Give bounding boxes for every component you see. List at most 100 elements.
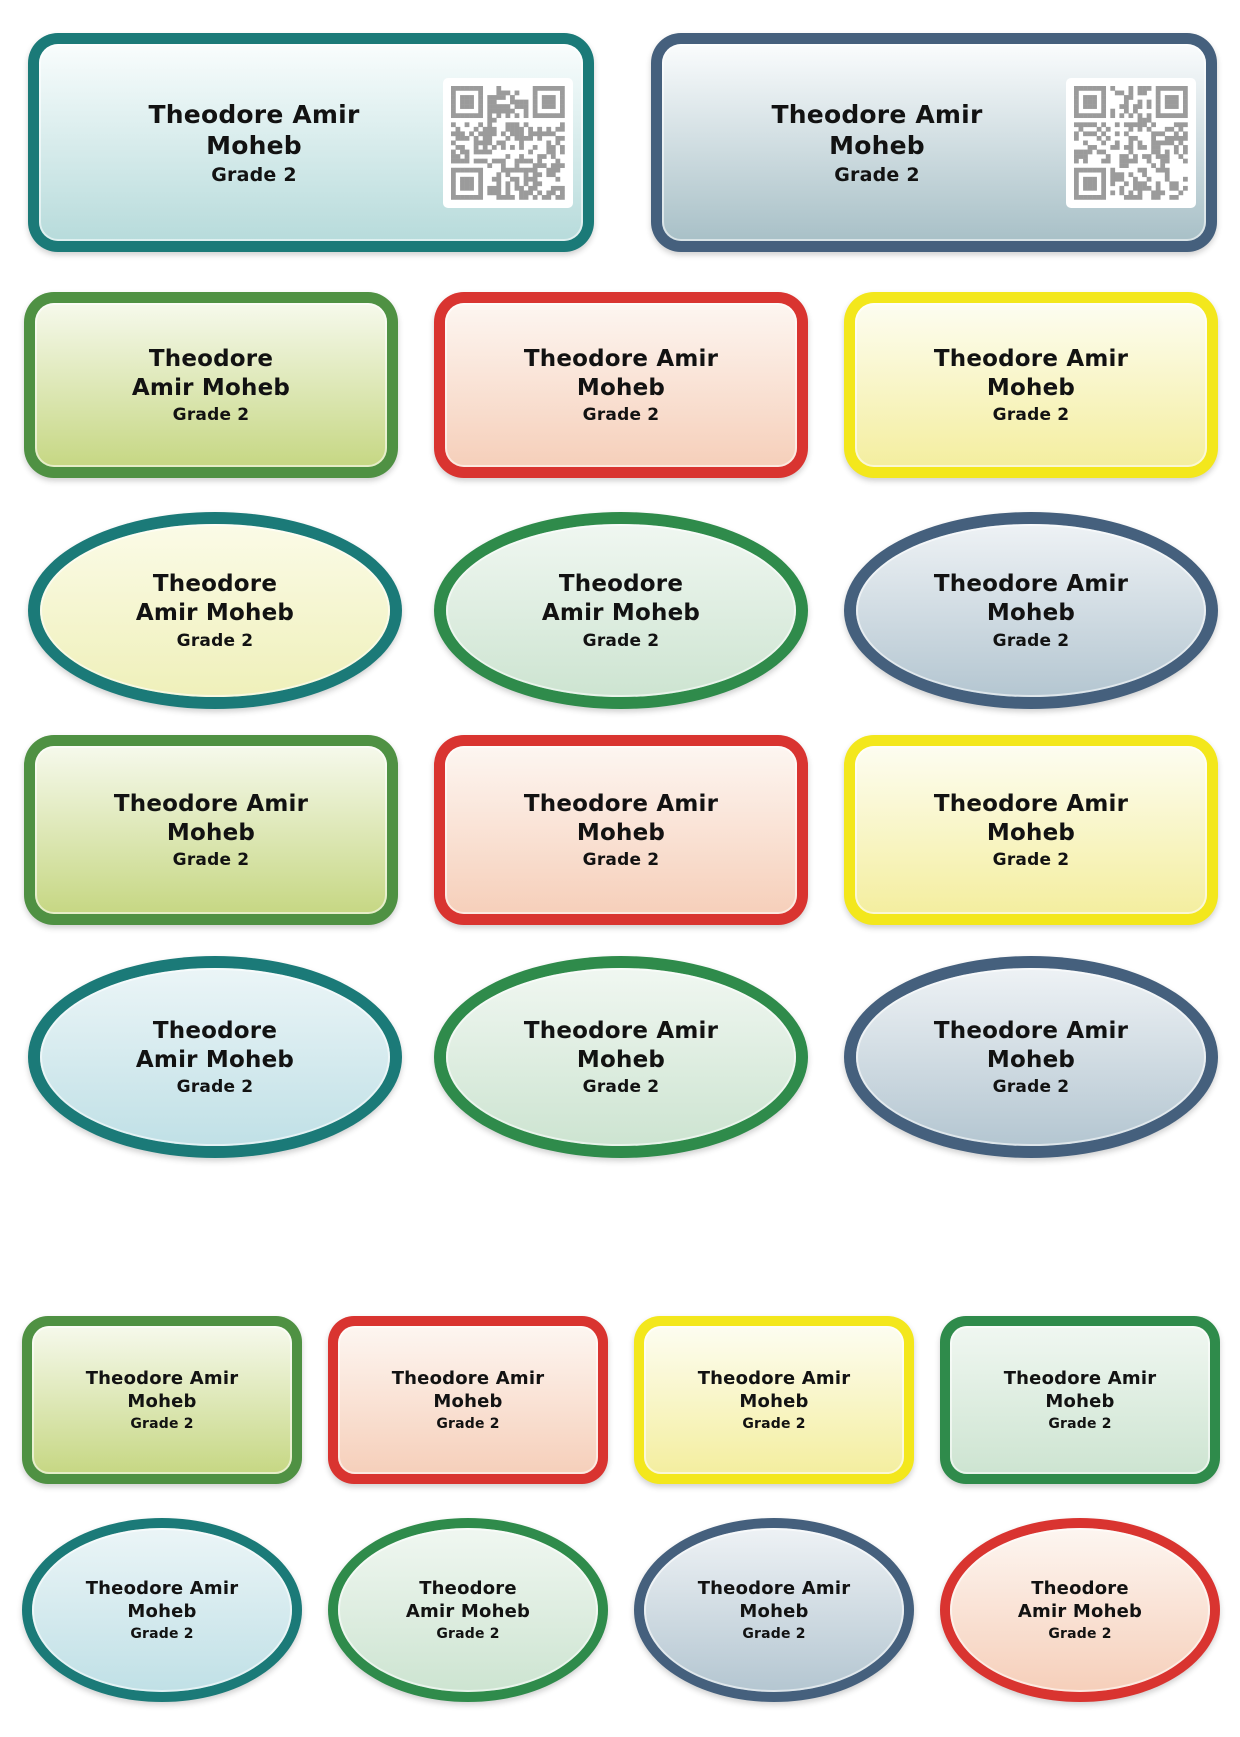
name-label-r3c2: Theodore Amir Moheb Grade 2 bbox=[434, 512, 808, 709]
label-text: Theodore Amir Moheb Grade 2 bbox=[40, 1017, 390, 1097]
label-background: Theodore Amir Moheb Grade 2 bbox=[39, 44, 583, 241]
label-background: Theodore Amir Moheb Grade 2 bbox=[856, 968, 1206, 1146]
label-background: Theodore Amir Moheb Grade 2 bbox=[338, 1528, 598, 1692]
name-label-r6c1: Theodore Amir Moheb Grade 2 bbox=[22, 1316, 302, 1484]
student-name: Theodore Amir Moheb bbox=[523, 345, 719, 401]
student-name: Theodore Amir Moheb bbox=[148, 100, 360, 160]
name-label-r5c3: Theodore Amir Moheb Grade 2 bbox=[844, 956, 1218, 1158]
label-background: Theodore Amir Moheb Grade 2 bbox=[32, 1326, 292, 1474]
name-label-r7c1: Theodore Amir Moheb Grade 2 bbox=[22, 1518, 302, 1702]
name-label-r4c2: Theodore Amir Moheb Grade 2 bbox=[434, 735, 808, 925]
label-text: Theodore Amir Moheb Grade 2 bbox=[39, 99, 443, 186]
label-background: Theodore Amir Moheb Grade 2 bbox=[32, 1528, 292, 1692]
label-background: Theodore Amir Moheb Grade 2 bbox=[950, 1528, 1210, 1692]
qr-code-icon bbox=[1066, 77, 1196, 208]
label-text: Theodore Amir Moheb Grade 2 bbox=[35, 790, 387, 870]
label-text: Theodore Amir Moheb Grade 2 bbox=[662, 99, 1066, 186]
grade-text: Grade 2 bbox=[582, 405, 660, 426]
name-label-r4c1: Theodore Amir Moheb Grade 2 bbox=[24, 735, 398, 925]
name-label-r2c3: Theodore Amir Moheb Grade 2 bbox=[844, 292, 1218, 478]
label-text: Theodore Amir Moheb Grade 2 bbox=[855, 345, 1207, 425]
label-background: Theodore Amir Moheb Grade 2 bbox=[644, 1528, 904, 1692]
student-name: Theodore Amir Moheb bbox=[933, 1017, 1129, 1073]
label-background: Theodore Amir Moheb Grade 2 bbox=[40, 524, 390, 697]
label-background: Theodore Amir Moheb Grade 2 bbox=[445, 303, 797, 467]
label-background: Theodore Amir Moheb Grade 2 bbox=[445, 746, 797, 914]
student-name: Theodore Amir Moheb bbox=[113, 790, 309, 846]
label-text: Theodore Amir Moheb Grade 2 bbox=[446, 570, 796, 650]
grade-text: Grade 2 bbox=[176, 1077, 254, 1098]
label-background: Theodore Amir Moheb Grade 2 bbox=[40, 968, 390, 1146]
name-label-r5c1: Theodore Amir Moheb Grade 2 bbox=[28, 956, 402, 1158]
name-label-r6c2: Theodore Amir Moheb Grade 2 bbox=[328, 1316, 608, 1484]
student-name: Theodore Amir Moheb bbox=[1017, 1578, 1143, 1622]
label-background: Theodore Amir Moheb Grade 2 bbox=[662, 44, 1206, 241]
name-label-r6c4: Theodore Amir Moheb Grade 2 bbox=[940, 1316, 1220, 1484]
label-text: Theodore Amir Moheb Grade 2 bbox=[950, 1578, 1210, 1642]
name-label-r7c3: Theodore Amir Moheb Grade 2 bbox=[634, 1518, 914, 1702]
label-background: Theodore Amir Moheb Grade 2 bbox=[855, 746, 1207, 914]
student-name: Theodore Amir Moheb bbox=[1003, 1368, 1157, 1412]
grade-text: Grade 2 bbox=[742, 1415, 806, 1432]
student-name: Theodore Amir Moheb bbox=[933, 345, 1129, 401]
grade-text: Grade 2 bbox=[582, 630, 660, 651]
grade-text: Grade 2 bbox=[172, 850, 250, 871]
label-text: Theodore Amir Moheb Grade 2 bbox=[338, 1578, 598, 1642]
name-label-r7c2: Theodore Amir Moheb Grade 2 bbox=[328, 1518, 608, 1702]
student-name: Theodore Amir Moheb bbox=[135, 571, 295, 626]
grade-text: Grade 2 bbox=[436, 1415, 500, 1432]
student-name: Theodore Amir Moheb bbox=[85, 1578, 239, 1622]
student-name: Theodore Amir Moheb bbox=[933, 571, 1129, 626]
name-label-r1c2: Theodore Amir Moheb Grade 2 bbox=[651, 33, 1217, 252]
student-name: Theodore Amir Moheb bbox=[131, 345, 291, 401]
label-text: Theodore Amir Moheb Grade 2 bbox=[856, 1017, 1206, 1097]
label-background: Theodore Amir Moheb Grade 2 bbox=[35, 303, 387, 467]
label-text: Theodore Amir Moheb Grade 2 bbox=[446, 1017, 796, 1097]
grade-text: Grade 2 bbox=[176, 630, 254, 651]
grade-text: Grade 2 bbox=[582, 1077, 660, 1098]
label-text: Theodore Amir Moheb Grade 2 bbox=[644, 1368, 904, 1432]
label-text: Theodore Amir Moheb Grade 2 bbox=[35, 345, 387, 425]
label-background: Theodore Amir Moheb Grade 2 bbox=[856, 524, 1206, 697]
student-name: Theodore Amir Moheb bbox=[523, 1017, 719, 1073]
grade-text: Grade 2 bbox=[1048, 1625, 1112, 1642]
grade-text: Grade 2 bbox=[172, 405, 250, 426]
label-background: Theodore Amir Moheb Grade 2 bbox=[35, 746, 387, 914]
label-text: Theodore Amir Moheb Grade 2 bbox=[950, 1368, 1210, 1432]
student-name: Theodore Amir Moheb bbox=[523, 790, 719, 846]
student-name: Theodore Amir Moheb bbox=[85, 1368, 239, 1412]
student-name: Theodore Amir Moheb bbox=[697, 1578, 851, 1622]
name-label-r7c4: Theodore Amir Moheb Grade 2 bbox=[940, 1518, 1220, 1702]
label-text: Theodore Amir Moheb Grade 2 bbox=[644, 1578, 904, 1642]
label-text: Theodore Amir Moheb Grade 2 bbox=[856, 570, 1206, 650]
label-background: Theodore Amir Moheb Grade 2 bbox=[855, 303, 1207, 467]
label-background: Theodore Amir Moheb Grade 2 bbox=[950, 1326, 1210, 1474]
label-text: Theodore Amir Moheb Grade 2 bbox=[32, 1368, 292, 1432]
grade-text: Grade 2 bbox=[130, 1415, 194, 1432]
label-background: Theodore Amir Moheb Grade 2 bbox=[338, 1326, 598, 1474]
student-name: Theodore Amir Moheb bbox=[697, 1368, 851, 1412]
label-background: Theodore Amir Moheb Grade 2 bbox=[446, 524, 796, 697]
name-label-r5c2: Theodore Amir Moheb Grade 2 bbox=[434, 956, 808, 1158]
grade-text: Grade 2 bbox=[742, 1625, 806, 1642]
label-text: Theodore Amir Moheb Grade 2 bbox=[445, 790, 797, 870]
name-label-r4c3: Theodore Amir Moheb Grade 2 bbox=[844, 735, 1218, 925]
grade-text: Grade 2 bbox=[992, 850, 1070, 871]
grade-text: Grade 2 bbox=[992, 630, 1070, 651]
label-text: Theodore Amir Moheb Grade 2 bbox=[855, 790, 1207, 870]
label-text: Theodore Amir Moheb Grade 2 bbox=[32, 1578, 292, 1642]
label-text: Theodore Amir Moheb Grade 2 bbox=[445, 345, 797, 425]
student-name: Theodore Amir Moheb bbox=[405, 1578, 531, 1622]
name-label-r1c1: Theodore Amir Moheb Grade 2 bbox=[28, 33, 594, 252]
label-text: Theodore Amir Moheb Grade 2 bbox=[338, 1368, 598, 1432]
name-label-r2c2: Theodore Amir Moheb Grade 2 bbox=[434, 292, 808, 478]
grade-text: Grade 2 bbox=[992, 405, 1070, 426]
grade-text: Grade 2 bbox=[211, 164, 297, 186]
label-text: Theodore Amir Moheb Grade 2 bbox=[40, 570, 390, 650]
name-label-r6c3: Theodore Amir Moheb Grade 2 bbox=[634, 1316, 914, 1484]
name-label-r3c3: Theodore Amir Moheb Grade 2 bbox=[844, 512, 1218, 709]
qr-code-icon bbox=[443, 77, 573, 208]
grade-text: Grade 2 bbox=[992, 1077, 1070, 1098]
grade-text: Grade 2 bbox=[436, 1625, 500, 1642]
student-name: Theodore Amir Moheb bbox=[541, 571, 701, 626]
